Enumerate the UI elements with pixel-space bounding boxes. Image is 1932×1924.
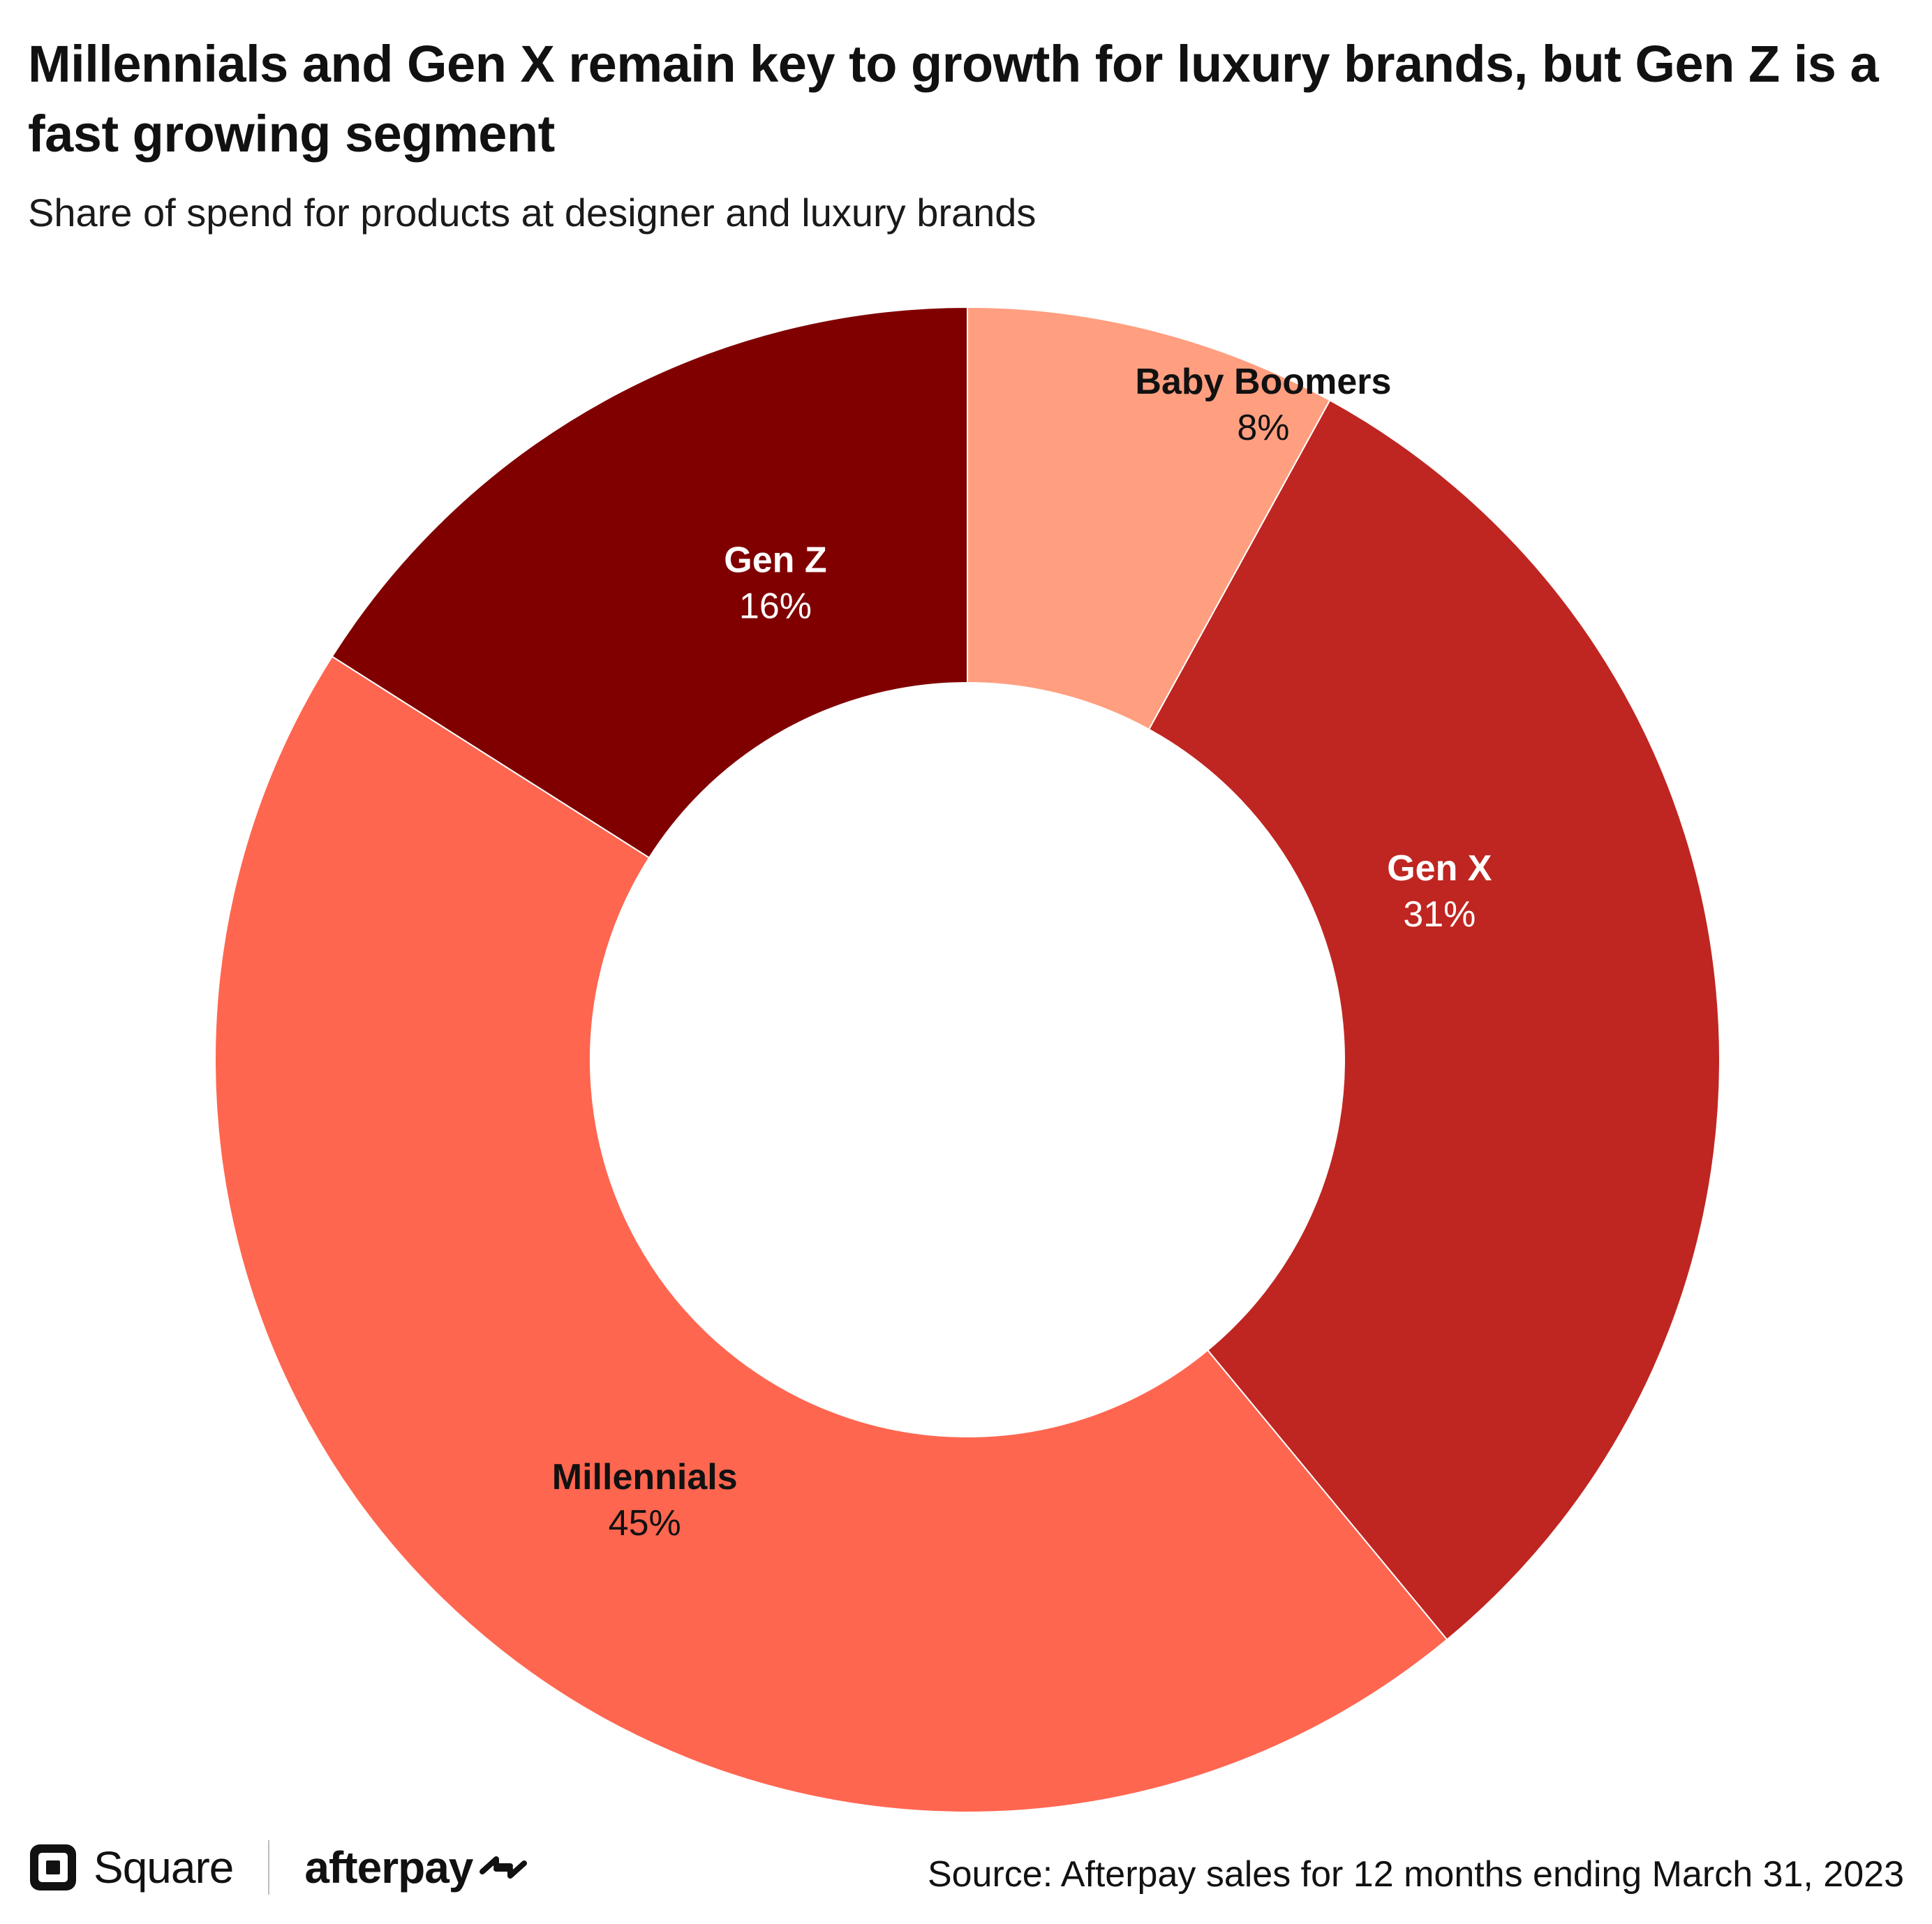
chart-subtitle: Share of spend for products at designer … xyxy=(28,191,1036,235)
slice-label-millennials: Millennials xyxy=(552,1457,738,1497)
donut-labels: Baby Boomers 8% Gen X 31% Millennials 45% Gen … xyxy=(552,362,1492,1544)
chart-title: Millennials and Gen X remain key to grow… xyxy=(28,35,1879,163)
slice-value-gen-z: 16% xyxy=(739,586,812,626)
afterpay-arrows-icon xyxy=(480,1856,528,1879)
donut-slices xyxy=(214,306,1721,1813)
slice-label-gen-z: Gen Z xyxy=(724,540,826,580)
slice-millennials xyxy=(214,655,1448,1813)
afterpay-logo: afterpay xyxy=(304,1842,531,1893)
slice-baby-boomers xyxy=(967,306,1331,731)
slice-label-gen-x: Gen X xyxy=(1387,848,1492,889)
slice-value-millennials: 45% xyxy=(609,1503,681,1544)
slice-gen-z xyxy=(331,306,968,859)
slice-value-baby-boomers: 8% xyxy=(1237,408,1289,448)
footer-logos: Square afterpay xyxy=(28,1836,531,1899)
square-logo-text: Square xyxy=(94,1842,234,1893)
slice-value-gen-x: 31% xyxy=(1403,894,1476,935)
slice-label-baby-boomers: Baby Boomers xyxy=(1135,362,1391,402)
square-logo: Square xyxy=(28,1842,234,1893)
logo-divider xyxy=(268,1840,270,1895)
slice-gen-x xyxy=(1147,399,1721,1641)
afterpay-logo-text: afterpay xyxy=(304,1842,473,1893)
source-note: Source: Afterpay sales for 12 months end… xyxy=(927,1854,1904,1895)
square-logo-icon xyxy=(30,1844,76,1890)
